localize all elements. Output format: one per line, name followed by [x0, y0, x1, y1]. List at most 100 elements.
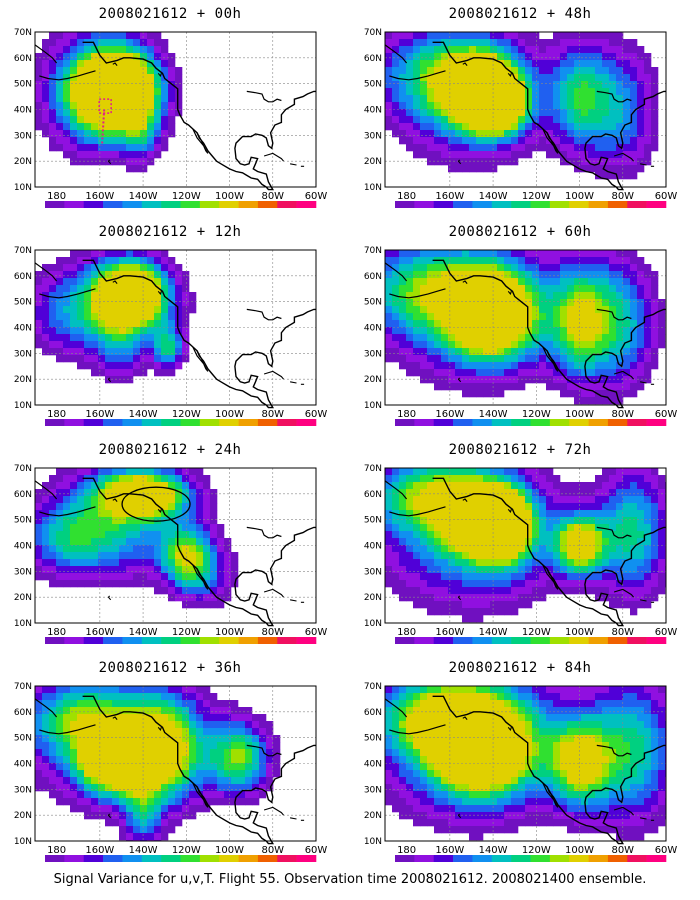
colorbar-label: 1.6	[409, 863, 421, 864]
lat-label: 20N	[364, 811, 382, 821]
colorbar-label: 14	[584, 863, 593, 864]
panel-48h: 2008021612 + 48h 70N 60N 50N 40N 30N 20N 10N 18…	[350, 0, 690, 210]
lat-label: 70N	[14, 246, 32, 256]
coastline	[596, 744, 632, 757]
colorbar-swatch	[199, 419, 220, 426]
panel-title: 2008021612 + 60h	[448, 224, 592, 240]
panel-36h: 2008021612 + 36h 70N 60N 50N 40N 30N 20N 10N 18…	[0, 654, 340, 864]
colorbar-swatch	[257, 201, 278, 208]
lat-label: 20N	[364, 375, 382, 385]
colorbar-label: 14	[584, 209, 593, 210]
colorbar-label: 1.6	[409, 209, 421, 210]
colorbar-label: 3.1	[448, 209, 459, 210]
colorbar-swatch	[64, 855, 85, 862]
coastline	[157, 290, 162, 295]
colorbar-swatch	[219, 637, 239, 644]
coastline	[39, 288, 96, 299]
lat-label: 60N	[364, 272, 382, 282]
coastline	[596, 90, 632, 103]
colorbar-label: 14	[584, 427, 593, 428]
lon-label: 60W	[305, 845, 328, 856]
colorbar-label: 1.6	[59, 645, 71, 646]
colorbar-swatch	[64, 419, 85, 426]
colorbar-swatch	[433, 419, 454, 426]
colorbar-label: 21	[603, 863, 612, 864]
lat-label: 50N	[364, 734, 382, 744]
colorbar-swatch	[607, 637, 628, 644]
map-plot: 70N 60N 50N 40N 30N 20N 10N 180 160W 140W 120W 100W…	[364, 246, 678, 428]
lat-label: 30N	[364, 567, 382, 577]
colorbar-swatch	[453, 855, 473, 862]
panel-24h: 2008021612 + 24h 70N 60N 50N 40N 30N 20N 10N 18…	[0, 436, 340, 646]
figure-caption: Signal Variance for u,v,T. Flight 55. Ob…	[53, 872, 647, 887]
colorbar-label: 29	[273, 427, 282, 428]
colorbar-label: 1.6	[59, 863, 71, 864]
coastline	[82, 695, 316, 845]
lon-label: 80W	[261, 409, 284, 420]
map-frame	[384, 467, 667, 624]
colorbar-swatch	[296, 201, 317, 208]
colorbar-swatch	[646, 419, 667, 426]
colorbar-swatch	[161, 419, 181, 426]
colorbar-swatch	[453, 201, 473, 208]
coastline	[192, 128, 209, 154]
colorbar-swatch	[414, 855, 435, 862]
colorbar-swatch	[64, 637, 85, 644]
lat-label: 10N	[14, 619, 32, 629]
colorbar-swatch	[45, 419, 65, 426]
colorbar-swatch	[511, 855, 531, 862]
lat-label: 30N	[14, 785, 32, 795]
coastline	[613, 588, 635, 598]
colorbar-label: 4	[470, 209, 475, 210]
colorbar-label: 5.1	[136, 427, 147, 428]
lon-label: 80W	[261, 627, 284, 638]
colorbar-label: 11	[215, 209, 224, 210]
lon-label: 180	[47, 409, 66, 420]
lon-label: 140W	[129, 191, 158, 202]
colorbar-label: 3.1	[98, 209, 109, 210]
lon-label: 140W	[479, 845, 508, 856]
coastline	[263, 588, 285, 598]
coastline	[289, 817, 297, 820]
colorbar-label: 6.3	[506, 863, 517, 864]
lat-label: 50N	[364, 298, 382, 308]
colorbar-label: 5.1	[136, 209, 147, 210]
lon-label: 160W	[435, 409, 464, 420]
variance-field	[385, 250, 666, 405]
map-plot: 70N 60N 50N 40N 30N 20N 10N 180 160W 140W 120W 100W…	[14, 246, 328, 428]
lat-label: 30N	[14, 349, 32, 359]
coastline	[507, 72, 512, 77]
lat-label: 70N	[364, 246, 382, 256]
colorbar-swatch	[511, 637, 531, 644]
coastline	[157, 726, 162, 731]
colorbar-label: 6.3	[506, 645, 517, 646]
coastline	[246, 744, 282, 757]
coastline	[389, 724, 446, 735]
colorbar-label: 5.1	[136, 645, 147, 646]
lon-label: 60W	[305, 191, 328, 202]
lon-label: 100W	[565, 845, 594, 856]
variance-field	[385, 32, 659, 180]
lat-label: 60N	[14, 272, 32, 282]
coastline	[507, 726, 512, 731]
colorbar-swatch	[569, 855, 589, 862]
lon-label: 80W	[611, 845, 634, 856]
lat-label: 70N	[14, 464, 32, 474]
coastline	[389, 506, 446, 517]
colorbar-swatch	[103, 201, 123, 208]
colorbar-label: 40	[292, 645, 301, 646]
lat-label: 50N	[14, 298, 32, 308]
colorbar-label: 4	[120, 863, 125, 864]
colorbar-swatch	[530, 855, 551, 862]
colorbar-swatch	[141, 201, 162, 208]
colorbar-swatch	[472, 419, 493, 426]
colorbar-label: 7.5	[175, 863, 186, 864]
colorbar-label: 6.3	[506, 209, 517, 210]
lon-label: 160W	[435, 627, 464, 638]
colorbar-swatch	[395, 855, 415, 862]
lon-label: 60W	[655, 845, 678, 856]
colorbar-swatch	[45, 201, 65, 208]
colorbar-swatch	[219, 419, 239, 426]
colorbar-label: 9	[198, 209, 202, 210]
coastline	[542, 128, 559, 154]
